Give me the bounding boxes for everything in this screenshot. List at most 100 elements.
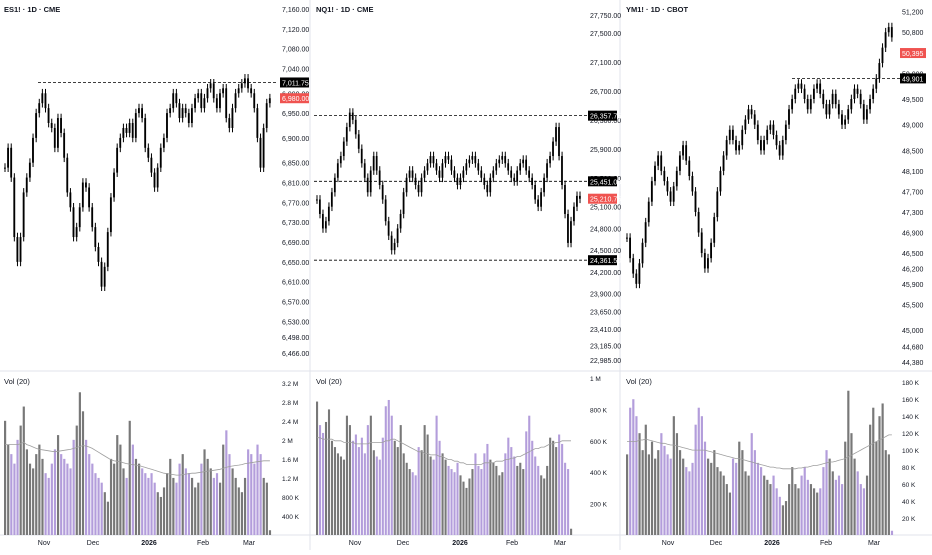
- candle-body: [228, 118, 231, 128]
- candle-body: [50, 123, 53, 128]
- volume-bar: [324, 421, 328, 535]
- volume-bar: [138, 463, 141, 535]
- volume-bar: [784, 501, 788, 535]
- y-tick-label: 26,700.00: [590, 89, 621, 96]
- volume-bar: [760, 467, 763, 535]
- candle-body: [644, 222, 647, 243]
- vol-tick-label: 40 K: [902, 499, 916, 506]
- candle-body: [88, 187, 91, 208]
- candle-body: [769, 124, 772, 130]
- x-axis-label: Dec: [397, 540, 410, 547]
- volume-bar: [853, 458, 856, 535]
- candle-body: [685, 145, 688, 161]
- volume-bar: [200, 463, 203, 535]
- volume-bar: [247, 449, 250, 535]
- candle-body: [850, 98, 853, 110]
- candle-body: [100, 261, 103, 287]
- candle-body: [697, 211, 700, 233]
- candle-body: [700, 232, 703, 254]
- candle-body: [103, 266, 106, 287]
- volume-bar: [881, 403, 884, 535]
- candle-body: [372, 156, 375, 171]
- candle-body: [265, 103, 268, 128]
- candle-body: [69, 192, 72, 208]
- candle-body: [738, 145, 741, 151]
- volume-bar: [250, 454, 253, 535]
- candle-body: [629, 237, 631, 259]
- volume-bar: [486, 443, 489, 535]
- candle-body: [85, 182, 87, 188]
- candle-body: [342, 141, 345, 157]
- y-tick-label: 6,690.00: [282, 240, 309, 247]
- candle-body: [336, 163, 339, 178]
- level-badge-label: 7,011.75: [282, 80, 309, 87]
- volume-bar: [859, 484, 862, 535]
- volume-bar: [187, 473, 191, 535]
- candle-body: [778, 145, 781, 156]
- candle-body: [357, 134, 360, 149]
- volume-bar: [35, 454, 38, 535]
- volume-bar: [510, 447, 513, 535]
- x-axis-label: Feb: [197, 540, 209, 547]
- candle-body: [537, 199, 539, 207]
- candle-body: [516, 170, 519, 182]
- volume-bar: [865, 475, 869, 535]
- volume-bar: [94, 473, 97, 535]
- candle-body: [534, 185, 536, 200]
- volume-bar: [426, 434, 429, 535]
- volume-bar: [847, 390, 850, 535]
- volume-bar: [144, 473, 147, 535]
- volume-bar: [237, 487, 240, 535]
- volume-bar: [345, 415, 348, 535]
- candle-body: [763, 140, 765, 151]
- candle-body: [53, 127, 56, 148]
- volume-bar: [327, 409, 331, 535]
- x-axis-label: Dec: [710, 540, 723, 547]
- candle-body: [657, 155, 660, 166]
- volume-bar: [156, 492, 159, 535]
- volume-bar: [444, 459, 447, 535]
- volume-bar: [747, 475, 750, 535]
- candle-body: [206, 88, 209, 99]
- x-axis-label: Feb: [820, 540, 832, 547]
- candle-body: [190, 108, 193, 124]
- candle-body: [825, 104, 828, 115]
- candle-body: [417, 185, 420, 193]
- candle-body: [558, 127, 560, 157]
- candle-body: [144, 118, 147, 148]
- volume-bar: [663, 445, 666, 535]
- volume-bar: [546, 465, 549, 535]
- y-tick-label: 6,730.00: [282, 220, 309, 227]
- x-axis-label: Feb: [506, 540, 518, 547]
- volume-bar: [354, 434, 357, 535]
- candle-body: [60, 118, 62, 133]
- candle-body: [797, 83, 800, 89]
- volume-bar: [134, 458, 138, 535]
- y-tick-label: 25,900.00: [590, 147, 621, 154]
- volume-bar: [41, 458, 44, 535]
- candle-body: [339, 156, 342, 164]
- vol-tick-label: 600 K: [590, 439, 608, 446]
- candle-body: [450, 159, 453, 171]
- volume-bar: [812, 488, 816, 535]
- volume-bar: [429, 456, 432, 535]
- volume-bar: [495, 465, 498, 535]
- y-tick-label: 24,800.00: [590, 226, 621, 233]
- vol-tick-label: 80 K: [902, 465, 916, 472]
- vol-tick-label: 100 K: [902, 448, 920, 455]
- candle-body: [438, 170, 441, 178]
- volume-bar: [369, 415, 372, 535]
- volume-bar: [763, 475, 766, 535]
- candle-body: [489, 177, 492, 193]
- volume-bar: [638, 433, 641, 535]
- volume-bar: [330, 440, 334, 535]
- volume-bar: [420, 450, 423, 535]
- candle-body: [268, 98, 271, 104]
- candle-body: [141, 108, 143, 119]
- x-axis-label: Mar: [868, 540, 881, 547]
- volume-bar: [657, 450, 660, 535]
- candle-body: [81, 182, 84, 208]
- vol-tick-label: 60 K: [902, 482, 916, 489]
- volume-bar: [837, 475, 841, 535]
- candle-body: [510, 170, 513, 178]
